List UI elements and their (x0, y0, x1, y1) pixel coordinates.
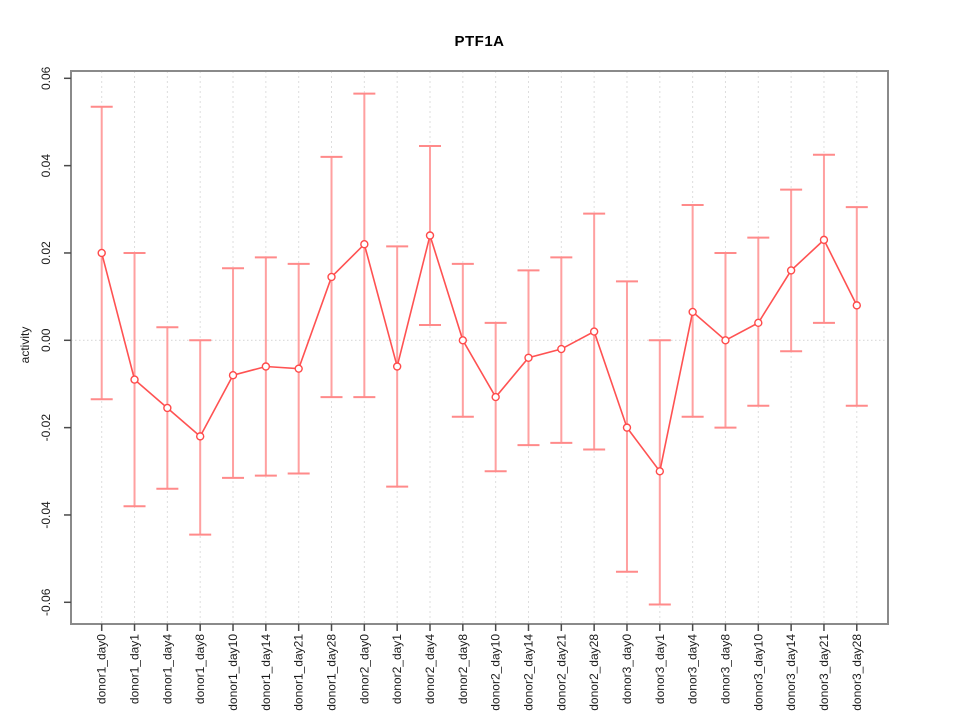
x-tick-label: donor1_day21 (292, 634, 306, 711)
data-point-marker (163, 403, 172, 413)
series-line (100, 232, 858, 474)
x-tick-label: donor1_day28 (325, 634, 339, 711)
data-point-marker (786, 266, 796, 275)
x-tick-label: donor2_day14 (521, 634, 535, 711)
data-point-marker (327, 272, 336, 282)
y-tick-label: -0.06 (39, 588, 53, 616)
chart-title: PTF1A (454, 33, 505, 50)
data-point-marker (819, 235, 829, 245)
data-point-marker (425, 231, 435, 240)
data-point-marker (228, 371, 238, 380)
x-tick-label: donor2_day8 (456, 634, 470, 704)
x-tick-label: donor1_day1 (128, 634, 142, 704)
data-point-marker (688, 307, 697, 317)
data-point-marker (622, 423, 632, 432)
y-tick-label: 0.00 (39, 328, 53, 352)
data-point-marker (261, 362, 271, 371)
x-tick-label: donor3_day10 (751, 634, 765, 711)
data-point-marker (557, 344, 566, 354)
x-tick-label: donor2_day4 (423, 634, 437, 704)
x-tick-label: donor3_day4 (686, 634, 700, 704)
x-tick-label: donor1_day10 (226, 634, 240, 711)
y-tick-label: 0.02 (39, 241, 53, 265)
x-tick-label: donor2_day28 (587, 634, 601, 711)
y-tick-label: -0.04 (39, 501, 53, 529)
data-point-marker (655, 467, 665, 476)
y-tick-label: -0.02 (39, 414, 53, 442)
data-point-marker (392, 362, 402, 371)
data-point-marker (491, 392, 500, 402)
x-tick-label: donor2_day1 (390, 634, 404, 704)
x-tick-label: donor3_day8 (718, 634, 732, 704)
x-tick-label: donor3_day0 (620, 634, 634, 704)
data-point-marker (130, 375, 139, 384)
plot-frame (70, 70, 889, 625)
data-point-marker (721, 336, 730, 345)
data-point-marker (97, 248, 106, 258)
x-tick-label: donor3_day1 (653, 634, 667, 704)
data-point-marker (524, 353, 533, 362)
data-point-marker (754, 318, 763, 328)
data-point-marker (852, 301, 861, 310)
x-tick-label: donor1_day4 (160, 634, 174, 704)
x-tick-label: donor1_day0 (95, 634, 109, 704)
x-tick-label: donor2_day21 (554, 634, 568, 711)
data-point-marker (360, 240, 369, 249)
x-tick-label: donor3_day14 (784, 634, 798, 711)
data-point-marker (458, 336, 468, 345)
x-tick-label: donor2_day0 (357, 634, 371, 704)
x-tick-label: donor1_day8 (193, 634, 207, 704)
data-point-marker (589, 327, 599, 336)
x-tick-label: donor3_day21 (817, 634, 831, 711)
x-tick-label: donor3_day28 (850, 634, 864, 711)
data-point-marker (195, 432, 205, 441)
x-tick-label: donor1_day14 (259, 634, 273, 711)
y-tick-label: 0.06 (39, 66, 53, 90)
y-axis-label: activity (18, 326, 32, 364)
y-tick-label: 0.04 (39, 154, 53, 178)
data-point-marker (294, 364, 303, 373)
x-tick-label: donor2_day10 (489, 634, 503, 711)
